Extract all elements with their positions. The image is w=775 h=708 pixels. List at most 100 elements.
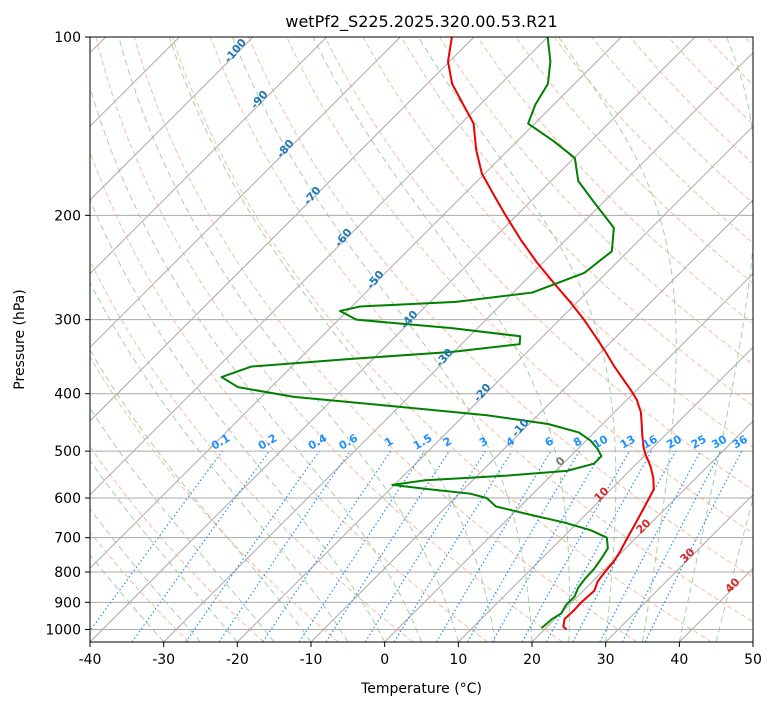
mixing-ratio-label: 0.2 <box>256 432 279 453</box>
moist-adiabat-line <box>418 37 617 642</box>
mixing-ratio-label: 25 <box>689 433 709 452</box>
mixing-ratio-line <box>521 450 631 642</box>
chart-title: wetPf2_S225.2025.320.00.53.R21 <box>285 12 557 32</box>
mixing-ratio-line <box>325 450 450 642</box>
mixing-ratio-label: 0.4 <box>306 431 330 452</box>
x-tick-label: 40 <box>670 652 688 668</box>
x-tick-label: 20 <box>523 652 541 668</box>
mixing-ratio-label: 8 <box>571 435 584 450</box>
moist-adiabat-line <box>90 281 349 642</box>
dry-adiabat-label: -80 <box>274 137 297 161</box>
isopleth-labels: -100-90-80-70-60-50-40-30-20-10010203040… <box>209 36 750 596</box>
dry-adiabat-line <box>439 37 753 366</box>
moist-adiabat-label: 20 <box>634 516 654 536</box>
y-tick-label: 100 <box>54 30 81 46</box>
mixing-ratio-label: 20 <box>664 432 684 451</box>
x-tick-label: -10 <box>300 652 323 668</box>
mixing-ratio-line <box>298 450 425 642</box>
mixing-ratio-label: 30 <box>709 432 729 451</box>
mixing-ratio-line <box>131 450 270 642</box>
dewpoint-line <box>220 37 615 629</box>
y-tick-label: 400 <box>54 387 81 403</box>
mixing-ratio-line <box>466 450 580 642</box>
y-tick-label: 500 <box>54 444 81 460</box>
mixing-ratio-label: 1.5 <box>411 432 434 453</box>
isotherm-lines <box>90 37 753 642</box>
x-tick-label: -40 <box>79 652 102 668</box>
x-tick-label: 50 <box>744 652 762 668</box>
dry-adiabat-line <box>90 445 264 642</box>
dry-adiabat-line <box>400 37 753 407</box>
moist-adiabat-line <box>90 349 312 642</box>
dry-adiabat-label: -70 <box>301 184 324 208</box>
mixing-ratio-lines <box>90 450 743 642</box>
dry-adiabat-line <box>171 37 712 642</box>
isotherm-line <box>310 199 753 642</box>
isotherm-line <box>90 37 622 570</box>
mixing-ratio-line <box>644 450 743 642</box>
dry-adiabat-label: -60 <box>332 226 355 250</box>
mixing-ratio-label: 10 <box>591 432 611 451</box>
dry-adiabat-line <box>95 37 563 642</box>
dry-adiabat-line <box>90 150 488 642</box>
mixing-ratio-line <box>393 450 513 642</box>
isotherm-line <box>90 37 328 275</box>
dry-adiabat-line <box>515 37 753 284</box>
isotherm-line <box>163 51 753 642</box>
moist-adiabat-line <box>715 497 753 642</box>
y-tick-label: 300 <box>54 313 81 329</box>
moist-adiabat-line <box>558 37 677 642</box>
isotherm-line <box>384 272 753 642</box>
dry-adiabat-line <box>706 37 753 86</box>
dry-adiabat-line <box>133 37 638 642</box>
mixing-ratio-label: 1 <box>382 435 395 450</box>
y-tick-label: 200 <box>54 208 81 224</box>
x-tick-label: 30 <box>597 652 615 668</box>
moist-adiabat-line <box>118 37 459 642</box>
y-tick-label: 1000 <box>45 622 81 638</box>
mixing-ratio-line <box>572 450 677 642</box>
dry-adiabat-lines <box>90 37 753 642</box>
moist-adiabat-line <box>90 508 201 642</box>
moist-adiabat-line <box>90 459 238 642</box>
dry-adiabat-line <box>210 37 753 623</box>
dry-adiabat-label: -20 <box>471 381 494 405</box>
y-tick-label: 600 <box>54 491 81 507</box>
dry-adiabat-line <box>744 37 753 47</box>
dry-adiabat-line <box>477 37 753 325</box>
mixing-ratio-line <box>185 450 320 642</box>
y-tick-label: 700 <box>54 531 81 547</box>
isotherm-line <box>236 125 753 642</box>
moist-adiabat-line <box>90 554 165 642</box>
isotherm-line <box>90 37 254 201</box>
dry-adiabat-line <box>324 37 753 491</box>
mixing-ratio-label: 13 <box>618 433 638 452</box>
moist-adiabat-lines <box>90 37 753 642</box>
y-axis-ticks: 1000 900 800 700 600 500 400 300 200 100 <box>45 30 90 638</box>
dry-adiabat-line <box>248 37 753 578</box>
isotherm-line <box>90 37 475 422</box>
moist-adiabat-line <box>231 37 533 642</box>
dry-adiabat-line <box>90 356 339 642</box>
isotherm-line <box>90 37 401 349</box>
plot-frame <box>89 36 754 643</box>
mixing-ratio-label: 0.1 <box>209 432 232 453</box>
y-tick-label: 800 <box>54 565 81 581</box>
isotherm-line <box>605 493 753 642</box>
dry-adiabat-label: -50 <box>364 268 387 292</box>
mixing-ratio-line <box>218 450 351 642</box>
isotherm-line <box>752 641 753 642</box>
mixing-ratio-line <box>545 450 653 642</box>
temperature-line <box>447 37 655 631</box>
x-tick-label: -30 <box>152 652 175 668</box>
dry-adiabat-label: -30 <box>433 346 456 370</box>
moist-adiabat-line <box>90 198 386 642</box>
dry-adiabat-line <box>362 37 753 449</box>
mixing-ratio-line <box>435 450 552 642</box>
isotherm-line <box>531 420 753 642</box>
mixing-ratio-line <box>621 450 722 642</box>
moist-adiabat-line <box>90 85 422 642</box>
isotherm-line <box>90 37 549 496</box>
moist-adiabat-label: 40 <box>723 575 743 595</box>
isotherm-line <box>90 37 696 642</box>
